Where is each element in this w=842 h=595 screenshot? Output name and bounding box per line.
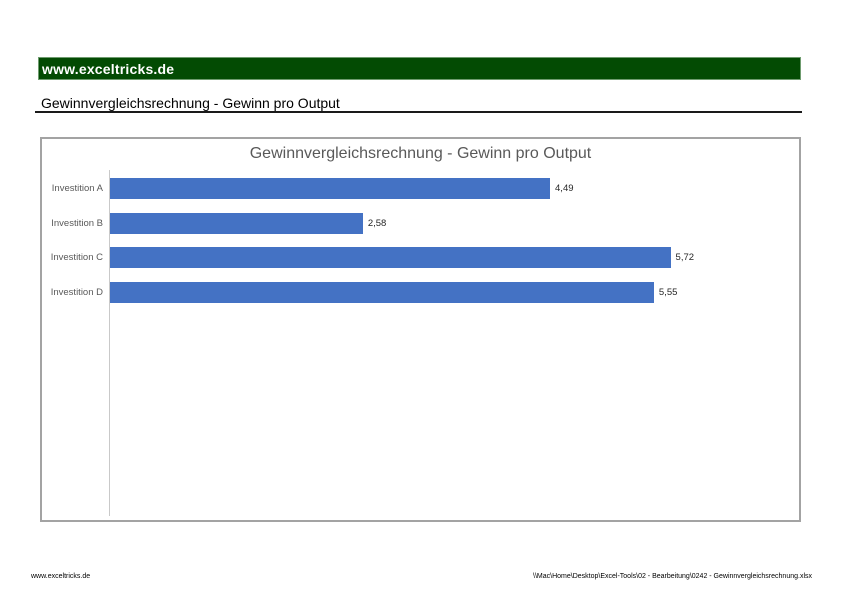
data-label: 5,72 [675,252,695,264]
site-header-text: www.exceltricks.de [42,60,175,77]
category-label: Investition B [51,217,103,229]
site-header-bar: www.exceltricks.de [38,57,801,80]
bar-row: Investition D 5,55 [42,282,799,304]
data-label: 4,49 [555,183,574,194]
category-label: Investition A [51,183,103,194]
chart-area: Gewinnvergleichsrechnung - Gewinn pro Ou… [40,137,801,522]
category-axis-line [109,170,110,516]
data-label: 2,58 [367,217,387,229]
footer-left-text: www.exceltricks.de [31,573,91,580]
bar [110,212,363,234]
bar-row: Investition C 5,72 [42,247,799,269]
page-title: Gewinnvergleichsrechnung - Gewinn pro Ou… [41,95,340,111]
title-underline [35,111,802,113]
bar [110,282,654,304]
chart-title: Gewinnvergleichsrechnung - Gewinn pro Ou… [249,145,592,162]
category-label: Investition D [50,287,103,299]
category-label: Investition C [50,252,103,264]
plot-area: Investition A 4,49 Investition B 2,58 Invest… [42,170,799,518]
bar-row: Investition B 2,58 [42,212,799,234]
bar-row: Investition A 4,49 [42,178,799,199]
footer-right-path: \\Mac\Home\Desktop\Excel-Tools\02 - Bear… [533,573,812,580]
data-label: 5,55 [658,287,678,299]
bar [110,178,551,199]
bar [110,247,671,269]
